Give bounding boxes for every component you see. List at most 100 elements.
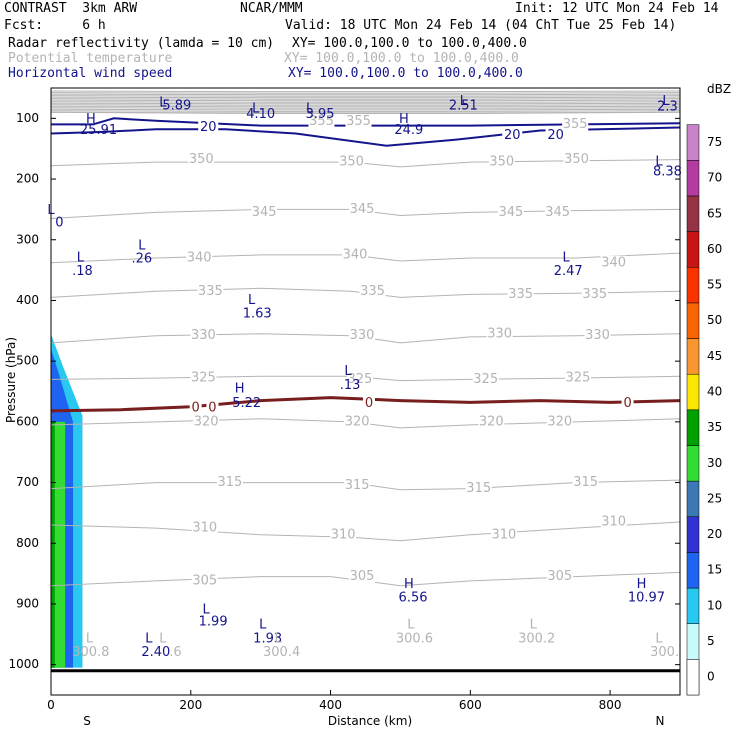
label-mask: [197, 284, 224, 299]
wind-extremum-type: L: [203, 603, 211, 618]
y-tick-label: 200: [16, 172, 39, 186]
theta-label-305: 305: [192, 573, 217, 588]
label-mask: [349, 328, 376, 343]
theta-label-315: 315: [345, 478, 370, 493]
colorbar-bottom: [686, 659, 700, 696]
theta-label-330: 330: [585, 328, 610, 343]
wind-extremum-type: L: [662, 94, 670, 109]
theta-extremum-type: L: [159, 632, 167, 647]
field1-xy: XY= 100.0,100.0 to 100.0,400.0: [292, 36, 527, 51]
y-tick-label: 600: [16, 414, 39, 428]
theta-label-305: 305: [350, 569, 375, 584]
theta-extremum-type: L: [86, 632, 94, 647]
x-end-label-right: N: [656, 714, 665, 728]
label-mask: [545, 128, 566, 143]
wind-extremum-type: L: [138, 238, 146, 253]
theta-extremum-value: 300.2: [518, 632, 555, 647]
colorbar-swatch: [686, 623, 700, 660]
label-mask: [488, 155, 515, 170]
colorbar-swatch: [686, 231, 700, 268]
field3-xy: XY= 100.0,100.0 to 100.0,400.0: [288, 66, 523, 81]
wind-extremum-type: H: [404, 577, 414, 592]
label-mask: [342, 247, 369, 262]
label-mask: [349, 569, 376, 584]
theta-label-340: 340: [343, 247, 368, 262]
theta-label-315: 315: [573, 475, 598, 490]
wind-extremum-value: .13: [340, 378, 361, 393]
wind-extremum-value: 2.51: [449, 99, 478, 114]
wind-extremum-type: L: [77, 250, 85, 265]
wind-extremum-type: H: [399, 112, 409, 127]
theta-contour-upper: [50, 111, 681, 114]
label-mask: [581, 287, 608, 302]
colorbar-level-label: 40: [707, 385, 722, 399]
wind-extremum-type: L: [252, 102, 260, 117]
theta-contour-upper: [50, 107, 681, 109]
colorbar-level-label: 10: [707, 598, 722, 612]
theta-contour-upper: [50, 93, 681, 96]
wind-extremum-value: 3.95: [306, 107, 335, 122]
contour-label-layer: 305 305 305 310 310 310 310 315 315 315 315 320 320 3…: [47, 94, 682, 660]
colorbar-unit: dBZ: [707, 82, 731, 96]
theta-extremum-type: L: [407, 618, 415, 633]
colorbar-level-label: 0: [707, 670, 715, 684]
label-mask: [359, 284, 386, 299]
theta-label-345: 345: [350, 202, 375, 217]
x-tick-label: 0: [47, 698, 55, 712]
label-mask: [563, 152, 590, 167]
label-mask: [546, 414, 573, 429]
colorbar-level-label: 30: [707, 456, 722, 470]
x-tick-label: 800: [599, 698, 622, 712]
theta-extremum-value: 300.4: [263, 645, 300, 660]
x-tick-label: 200: [179, 698, 202, 712]
theta-extremum-value: .6: [169, 645, 181, 660]
colorbar-swatch: [686, 124, 700, 161]
freezing-label: 0: [365, 396, 373, 411]
forecast-hour: Fcst: 6 h: [4, 18, 106, 33]
label-mask: [544, 205, 571, 220]
theta-extremum-value: 300.: [650, 645, 679, 660]
y-tick-label: 1000: [8, 657, 39, 671]
wind-extremum-type: L: [306, 102, 314, 117]
label-mask: [338, 155, 365, 170]
label-mask: [190, 371, 217, 386]
theta-label-315: 315: [218, 475, 243, 490]
theta-label-325: 325: [347, 372, 372, 387]
theta-label-325: 325: [191, 371, 216, 386]
refl-35dbz: [51, 421, 55, 668]
wind-extremum-type: L: [460, 94, 468, 109]
theta-contour-upper: [50, 90, 681, 93]
theta-contour-upper: [50, 101, 681, 103]
wind-label-20: 20: [547, 128, 564, 143]
theta-label-315: 315: [466, 481, 491, 496]
label-mask: [191, 573, 218, 588]
label-mask: [600, 515, 627, 530]
y-tick-label: 900: [16, 596, 39, 610]
theta-label-340: 340: [187, 250, 212, 265]
x-tick-label: 600: [459, 698, 482, 712]
colorbar-level-label: 70: [707, 171, 722, 185]
field2-xy: XY= 100.0,100.0 to 100.0,400.0: [284, 51, 519, 66]
wind-extremum-value: 2.3: [657, 99, 678, 114]
theta-label-355: 355: [309, 114, 334, 129]
label-mask: [497, 205, 524, 220]
theta-contour-upper: [50, 108, 681, 111]
theta-label-335: 335: [508, 287, 533, 302]
colorbar-level-label: 65: [707, 206, 722, 220]
label-mask: [251, 205, 278, 220]
label-mask: [188, 152, 215, 167]
theta-label-320: 320: [194, 414, 219, 429]
theta-extremum-value: 300.8: [72, 645, 109, 660]
label-mask: [190, 328, 217, 343]
x-axis-label: Distance (km): [328, 714, 412, 728]
wind-extremum-type: H: [86, 112, 96, 127]
theta-contour-340: [50, 252, 681, 264]
theta-label-335: 335: [360, 284, 385, 299]
label-mask: [584, 328, 611, 343]
wind-extremum-type: H: [235, 382, 245, 397]
label-mask: [564, 371, 591, 386]
theta-label-345: 345: [545, 205, 570, 220]
wind-extremum-value: 1.99: [199, 615, 228, 630]
wind-extremum-value: 1.63: [243, 306, 272, 321]
